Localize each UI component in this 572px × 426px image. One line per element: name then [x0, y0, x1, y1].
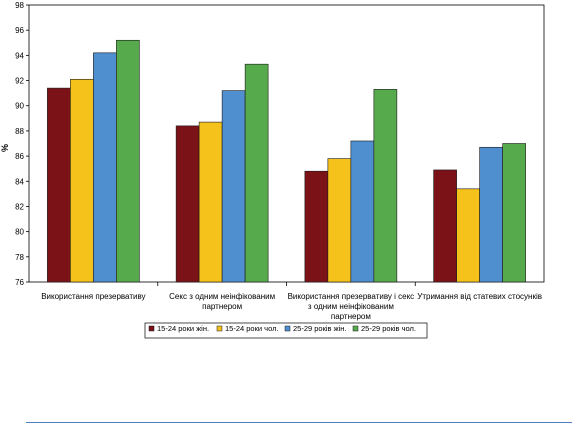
bar	[327, 158, 352, 283]
y-tick-label: 82	[15, 202, 24, 211]
bar	[433, 169, 457, 283]
legend-swatch	[284, 325, 291, 332]
bar	[456, 188, 480, 283]
y-tick-label: 80	[15, 228, 24, 237]
legend-swatch	[148, 325, 155, 332]
legend-label: 15-24 роки чол.	[225, 324, 279, 333]
y-tick-label: 98	[15, 1, 24, 10]
y-tick-label: 92	[15, 77, 24, 86]
legend-label: 15-24 роки жін.	[157, 324, 209, 333]
bar	[373, 89, 398, 283]
x-category-label: Використання презервативу і секс	[288, 292, 415, 301]
y-tick-label: 86	[15, 152, 24, 161]
y-tick-label: 90	[15, 102, 24, 111]
x-category-label: Секс з одним неінфікованим	[169, 292, 275, 301]
bar	[47, 87, 71, 283]
legend-swatch	[216, 325, 223, 332]
bar	[198, 121, 223, 283]
x-category-label: з одним неінфікованим	[308, 302, 394, 311]
y-tick-label: 76	[15, 278, 24, 287]
bar	[116, 39, 140, 283]
y-tick-label: 96	[15, 26, 24, 35]
legend-label: 25-29 років чол.	[361, 324, 416, 333]
y-axis: 76 78 80 82 84 86 88 90 92 94 96 98	[15, 1, 29, 287]
legend: 15-24 роки жін. 15-24 роки чол. 25-29 рокі…	[144, 322, 428, 339]
bar	[70, 78, 94, 283]
plot-area	[28, 4, 545, 283]
x-category-label: Утримання від статевих стосунків	[417, 292, 542, 301]
legend-swatch	[352, 325, 359, 332]
bar	[304, 170, 329, 283]
bar	[502, 143, 526, 283]
bar	[479, 146, 503, 283]
y-tick-label: 94	[15, 51, 24, 60]
x-axis: Використання презервативу Секс з одним не…	[41, 282, 542, 321]
x-category-label: партнером	[202, 302, 242, 311]
y-tick-label: 84	[15, 177, 24, 186]
bar	[350, 140, 375, 283]
bar	[244, 63, 269, 283]
y-axis-label: %	[0, 144, 10, 152]
legend-label: 25-29 років жін.	[293, 324, 347, 333]
bar	[221, 90, 246, 283]
y-tick-label: 78	[15, 253, 24, 262]
bar	[175, 125, 200, 283]
bottom-divider	[26, 422, 572, 423]
bar	[93, 52, 117, 283]
x-category-label: партнером	[331, 312, 371, 321]
y-tick-label: 88	[15, 127, 24, 136]
x-category-label: Використання презервативу	[41, 292, 145, 301]
